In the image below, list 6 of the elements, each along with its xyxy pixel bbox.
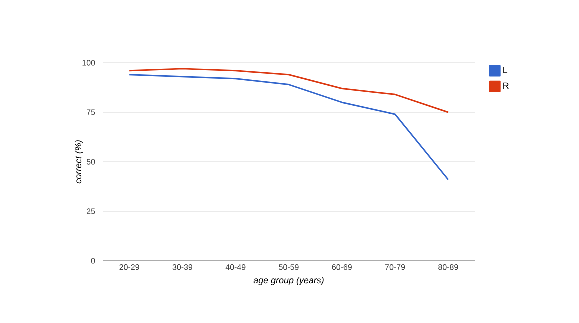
legend-label: L [504, 67, 508, 74]
legend-label: R [504, 82, 509, 89]
x-axis-title: age group (years) [254, 277, 324, 286]
y-axis-title: correct (%) [74, 140, 84, 184]
line-series [128, 68, 450, 114]
line-series [128, 74, 450, 181]
